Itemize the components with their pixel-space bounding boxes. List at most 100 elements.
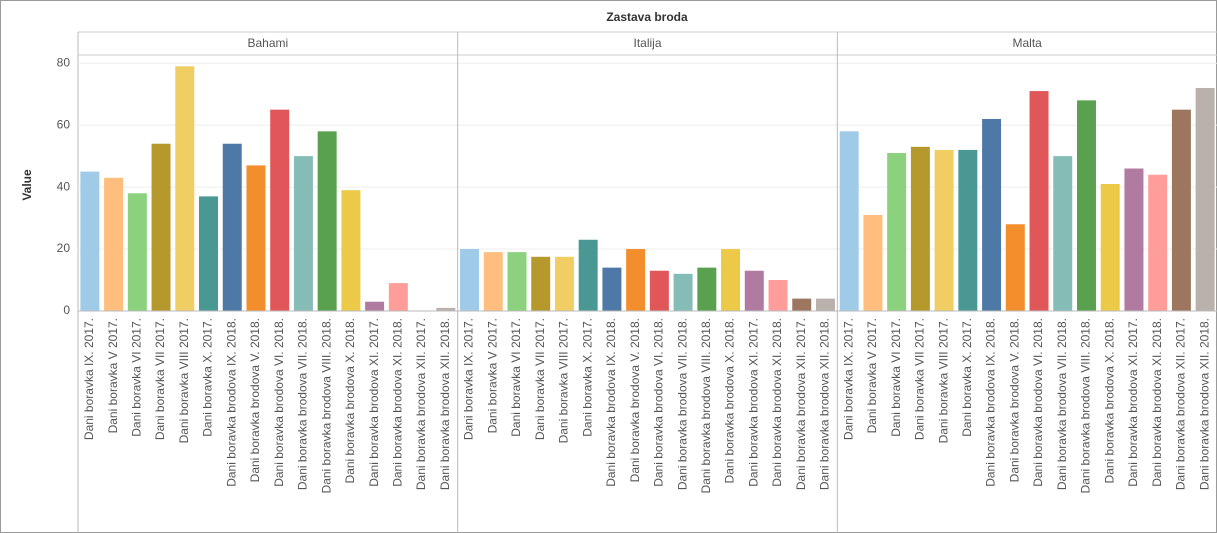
bar bbox=[815, 298, 835, 311]
x-tick-label: Dani boravka V 2017. bbox=[106, 318, 120, 433]
bar bbox=[673, 273, 693, 311]
bar bbox=[199, 196, 219, 311]
bar bbox=[365, 301, 385, 311]
bar bbox=[127, 193, 147, 311]
x-tick-label: Dani boravka brodova XII. 2018. bbox=[1197, 318, 1211, 490]
y-axis-title: Value bbox=[20, 169, 34, 201]
bar bbox=[246, 165, 266, 311]
bar bbox=[270, 109, 290, 311]
bar bbox=[388, 283, 408, 311]
bar bbox=[507, 252, 527, 311]
bar bbox=[744, 270, 764, 311]
y-tick-label: 60 bbox=[57, 117, 71, 131]
bar bbox=[483, 252, 503, 311]
x-tick-label: Dani boravka brodova VIII. 2018. bbox=[1079, 318, 1093, 493]
facet-label: Bahami bbox=[247, 36, 288, 50]
x-tick-label: Dani boravka X. 2017. bbox=[960, 318, 974, 437]
x-tick-label: Dani boravka brodova VI. 2018. bbox=[652, 318, 666, 487]
x-tick-label: Dani boravka VI 2017. bbox=[889, 318, 903, 437]
bar bbox=[578, 239, 598, 311]
x-tick-label: Dani boravka brodova VIII. 2018. bbox=[699, 318, 713, 493]
x-tick-label: Dani boravka brodova XI. 2017. bbox=[1126, 318, 1140, 487]
x-tick-label: Dani boravka brodova VI. 2018. bbox=[272, 318, 286, 487]
x-tick-label: Dani boravka brodova VIII. 2018. bbox=[319, 318, 333, 493]
x-tick-label: Dani boravka brodova VI. 2018. bbox=[1031, 318, 1045, 487]
x-tick-label: Dani boravka IX. 2017. bbox=[462, 318, 476, 440]
bar bbox=[1148, 174, 1168, 311]
bar bbox=[436, 307, 456, 311]
x-tick-label: Dani boravka brodova X. 2018. bbox=[343, 318, 357, 483]
bar bbox=[934, 149, 954, 311]
bar bbox=[1195, 87, 1215, 311]
bar bbox=[863, 214, 883, 311]
bar bbox=[958, 149, 978, 311]
x-tick-label: Dani boravka brodova IX. 2018. bbox=[604, 318, 618, 487]
bar bbox=[910, 146, 930, 311]
x-tick-label: Dani boravka brodova XII. 2017. bbox=[414, 318, 428, 490]
bar bbox=[1053, 156, 1073, 311]
x-tick-label: Dani boravka brodova IX. 2018. bbox=[984, 318, 998, 487]
bar bbox=[1076, 100, 1096, 312]
x-tick-label: Dani boravka brodova XII. 2018. bbox=[438, 318, 452, 490]
x-tick-label: Dani boravka brodova VII. 2018. bbox=[1055, 318, 1069, 490]
x-tick-label: Dani boravka VIII 2017. bbox=[177, 318, 191, 443]
x-tick-label: Dani boravka VI 2017. bbox=[509, 318, 523, 437]
bar bbox=[1171, 109, 1191, 311]
bar bbox=[697, 267, 717, 311]
y-tick-label: 0 bbox=[63, 303, 70, 317]
x-tick-label: Dani boravka brodova VII. 2018. bbox=[675, 318, 689, 490]
bar bbox=[768, 280, 788, 311]
bar bbox=[341, 190, 361, 311]
x-tick-label: Dani boravka VII 2017. bbox=[533, 318, 547, 440]
bar bbox=[80, 171, 100, 311]
bar bbox=[792, 298, 812, 311]
x-tick-label: Dani boravka brodova XII. 2017. bbox=[794, 318, 808, 490]
bar bbox=[151, 143, 171, 311]
x-tick-label: Dani boravka brodova VII. 2018. bbox=[296, 318, 310, 490]
x-tick-label: Dani boravka IX. 2017. bbox=[841, 318, 855, 440]
x-tick-label: Dani boravka brodova V. 2018. bbox=[248, 318, 262, 482]
x-tick-label: Dani boravka V 2017. bbox=[485, 318, 499, 433]
x-tick-label: Dani boravka brodova XI. 2018. bbox=[391, 318, 405, 487]
bar bbox=[721, 249, 741, 311]
bar bbox=[887, 153, 907, 311]
bar bbox=[293, 156, 313, 311]
bar bbox=[531, 256, 551, 311]
bar bbox=[104, 177, 124, 311]
x-tick-label: Dani boravka VIII 2017. bbox=[557, 318, 571, 443]
bar bbox=[1124, 168, 1144, 311]
x-tick-label: Dani boravka VI 2017. bbox=[129, 318, 143, 437]
x-tick-label: Dani boravka brodova V. 2018. bbox=[628, 318, 642, 482]
x-tick-label: Dani boravka brodova XI. 2017. bbox=[746, 318, 760, 487]
bar bbox=[982, 118, 1002, 311]
bar bbox=[839, 131, 859, 311]
chart-title: Zastava broda bbox=[606, 10, 688, 24]
bar bbox=[626, 249, 646, 311]
x-tick-label: Dani boravka IX. 2017. bbox=[82, 318, 96, 440]
x-tick-label: Dani boravka brodova XII. 2017. bbox=[1174, 318, 1188, 490]
y-tick-label: 80 bbox=[57, 55, 71, 69]
y-tick-label: 20 bbox=[57, 241, 71, 255]
x-tick-label: Dani boravka brodova XI. 2018. bbox=[770, 318, 784, 487]
x-tick-label: Dani boravka brodova V. 2018. bbox=[1007, 318, 1021, 482]
x-tick-label: Dani boravka VII 2017. bbox=[913, 318, 927, 440]
bar bbox=[460, 249, 480, 311]
y-tick-label: 40 bbox=[57, 179, 71, 193]
x-tick-label: Dani boravka VII 2017. bbox=[153, 318, 167, 440]
bar bbox=[649, 270, 669, 311]
facet-label: Italija bbox=[633, 36, 661, 50]
x-tick-label: Dani boravka X. 2017. bbox=[580, 318, 594, 437]
x-tick-label: Dani boravka VIII 2017. bbox=[936, 318, 950, 443]
bar bbox=[1005, 224, 1025, 311]
bar bbox=[1100, 184, 1120, 311]
bar bbox=[554, 256, 574, 311]
x-tick-label: Dani boravka brodova IX. 2018. bbox=[224, 318, 238, 487]
facet-label: Malta bbox=[1012, 36, 1042, 50]
x-tick-label: Dani boravka brodova X. 2018. bbox=[1102, 318, 1116, 483]
bar bbox=[175, 66, 195, 311]
x-tick-label: Dani boravka brodova X. 2018. bbox=[723, 318, 737, 483]
bar bbox=[222, 143, 242, 311]
x-tick-label: Dani boravka brodova XI. 2017. bbox=[367, 318, 381, 487]
bar bbox=[1029, 91, 1049, 311]
